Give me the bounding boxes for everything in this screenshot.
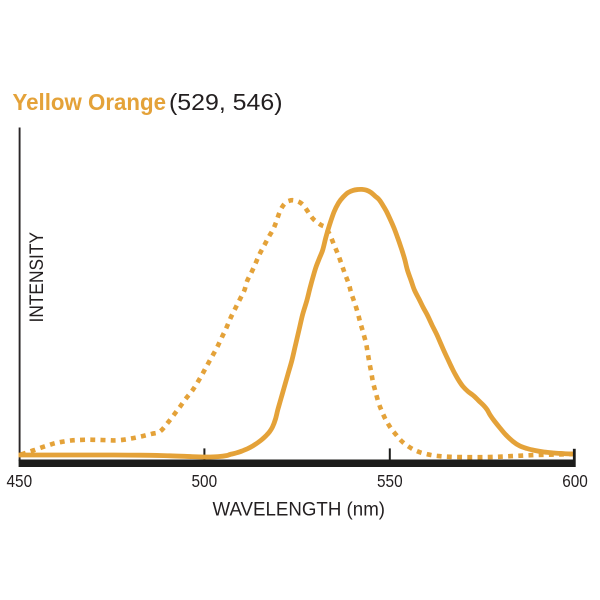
svg-text:(529, 546): (529, 546) — [169, 89, 283, 115]
svg-text:INTENSITY: INTENSITY — [27, 232, 48, 323]
svg-text:450: 450 — [7, 471, 33, 491]
svg-text:600: 600 — [562, 471, 588, 491]
svg-text:550: 550 — [377, 471, 403, 491]
svg-text:WAVELENGTH (nm): WAVELENGTH (nm) — [213, 499, 386, 520]
svg-text:500: 500 — [192, 471, 218, 491]
svg-text:Yellow Orange: Yellow Orange — [13, 89, 167, 115]
